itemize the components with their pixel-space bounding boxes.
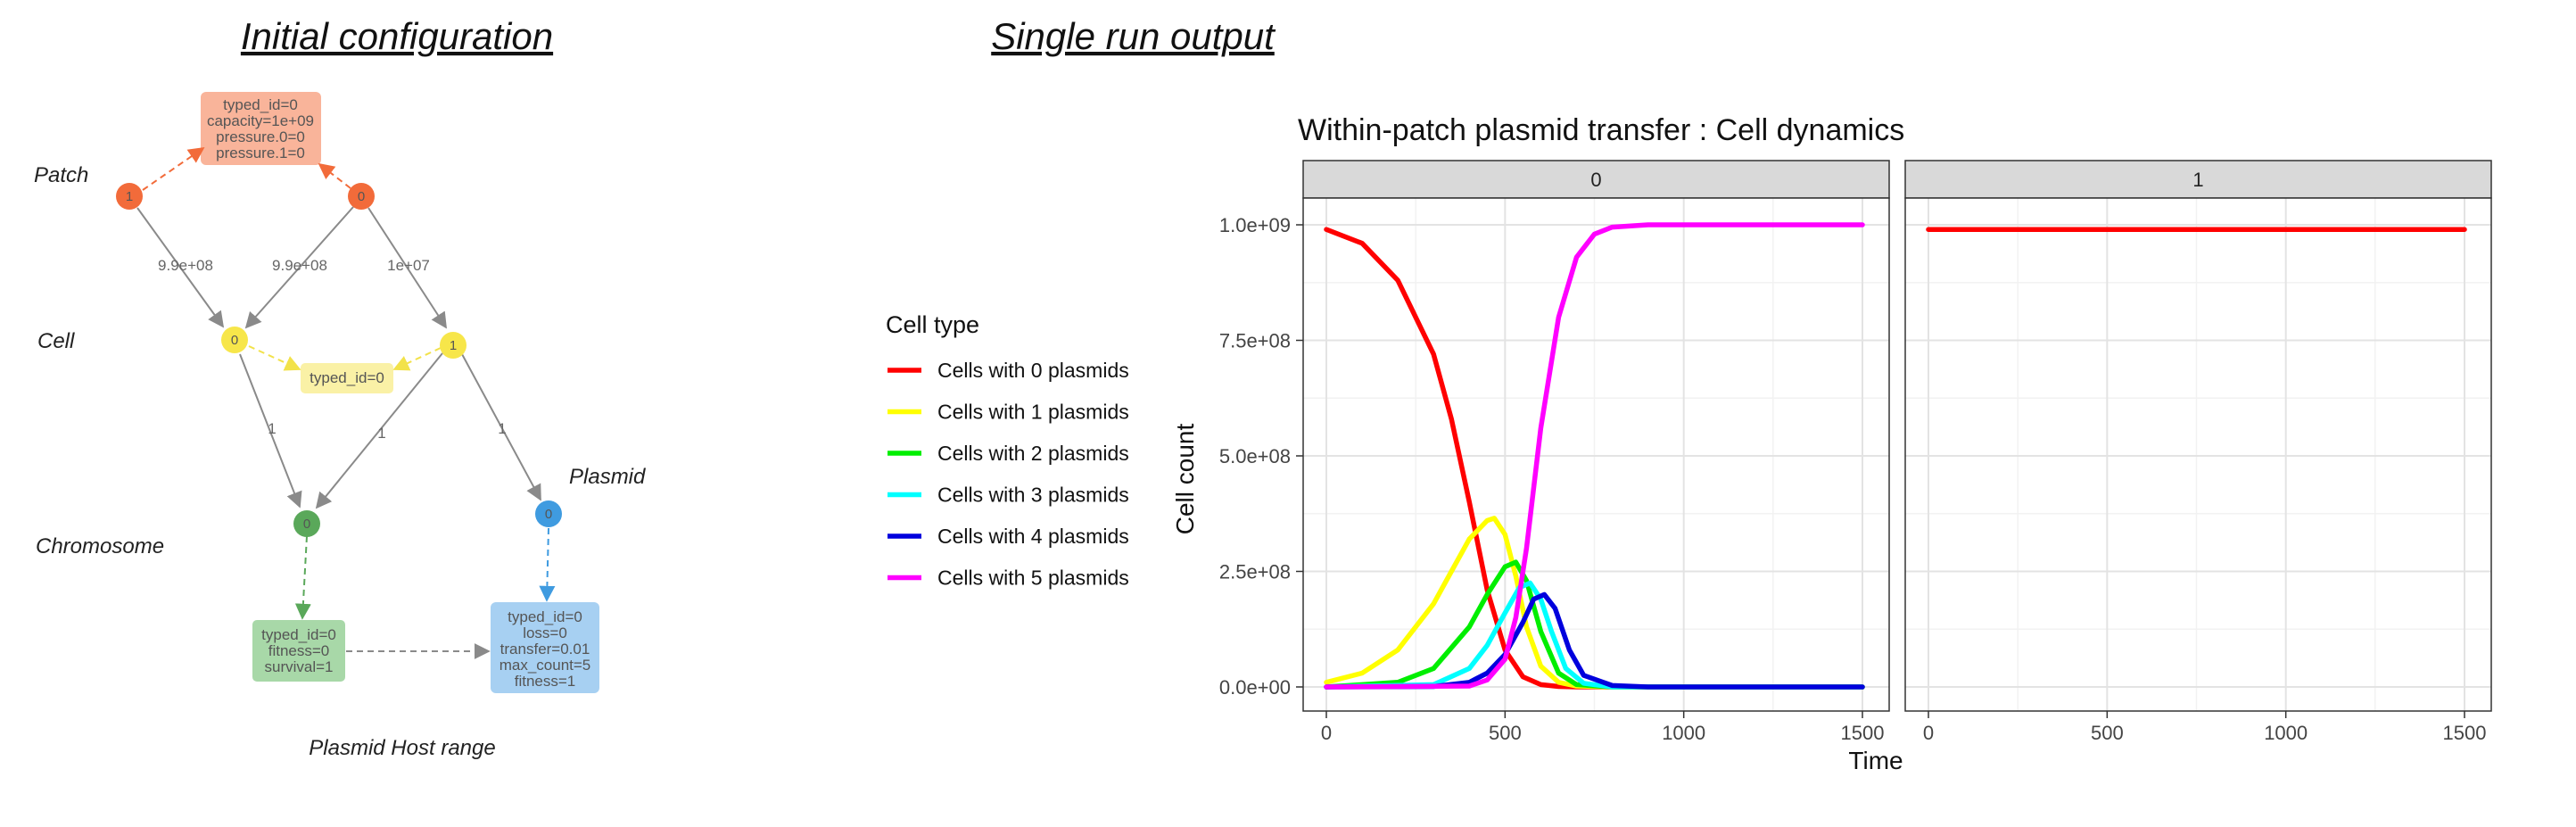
- x-tick-label: 1000: [1662, 722, 1705, 744]
- layer-label-cell: Cell: [37, 329, 75, 353]
- y-axis-title: Cell count: [1171, 424, 1199, 535]
- legend-item: Cells with 3 plasmids: [888, 484, 1129, 507]
- edge-cell0-to-cell-box: [248, 345, 301, 371]
- patch-type-box: typed_id=0 capacity=1e+09 pressure.0=0 p…: [201, 92, 321, 165]
- patch-node-0: 0: [348, 183, 375, 210]
- legend-label: Cells with 4 plasmids: [937, 525, 1129, 548]
- edge-label-p0-c0: 9.9e+08: [272, 257, 327, 274]
- plasmid-box-line-5: fitness=1: [515, 673, 576, 690]
- chromosome-type-box: typed_id=0 fitness=0 survival=1: [252, 620, 345, 682]
- y-tick-label: 5.0e+08: [1219, 445, 1291, 467]
- plasmid-node-0-label: 0: [545, 507, 552, 522]
- single-run-output-panel: Single run output Within-patch plasmid t…: [886, 15, 2492, 774]
- edge-label-c1-chr: 1: [377, 425, 385, 442]
- legend-item: Cells with 5 plasmids: [888, 566, 1129, 590]
- single-run-output-title: Single run output: [991, 15, 1276, 57]
- y-axis: 0.0e+00 2.5e+08 5.0e+08 7.5e+08 1.0e+09: [1219, 214, 1303, 699]
- cell-node-1: 1: [440, 332, 466, 359]
- plasmid-box-line-2: loss=0: [523, 624, 567, 641]
- facet-strip-label: 0: [1590, 169, 1601, 191]
- plasmid-type-box: typed_id=0 loss=0 transfer=0.01 max_coun…: [491, 602, 599, 693]
- host-range-caption: Plasmid Host range: [309, 736, 495, 760]
- plasmid-box-line-4: max_count=5: [500, 657, 591, 674]
- chromosome-box-line-1: typed_id=0: [261, 626, 336, 643]
- legend-item: Cells with 1 plasmids: [888, 401, 1129, 424]
- initial-configuration-title: Initial configuration: [241, 15, 553, 57]
- patch-node-1-label: 1: [126, 189, 133, 204]
- chromosome-box-line-3: survival=1: [264, 658, 333, 675]
- plot-border: [1302, 197, 1890, 712]
- edge-patch0-to-patch-box: [318, 162, 351, 189]
- legend-label: Cells with 5 plasmids: [937, 566, 1129, 590]
- patch-box-line-3: pressure.0=0: [216, 128, 305, 145]
- x-tick-label: 1500: [1841, 722, 1885, 744]
- layer-label-chromosome: Chromosome: [36, 534, 164, 558]
- edge-label-c1-pl: 1: [498, 420, 506, 437]
- patch-node-1: 1: [116, 183, 143, 210]
- chart-title: Within-patch plasmid transfer : Cell dyn…: [1298, 113, 1904, 147]
- chart-legend: Cell type Cells with 0 plasmids Cells wit…: [886, 311, 1129, 590]
- edge-patch0-to-cell1: [367, 207, 447, 329]
- chromosome-node-0-label: 0: [303, 517, 310, 532]
- plasmid-box-line-3: transfer=0.01: [500, 641, 590, 657]
- y-tick-label: 1.0e+09: [1219, 214, 1291, 236]
- edge-label-c0-chr: 1: [268, 420, 276, 437]
- edge-plasmid-to-box: [539, 527, 556, 602]
- x-tick-label: 0: [1923, 722, 1934, 744]
- layer-label-plasmid: Plasmid: [569, 465, 646, 489]
- cell-type-box: typed_id=0: [301, 363, 393, 393]
- y-tick-label: 2.5e+08: [1219, 561, 1291, 583]
- edge-patch0-to-cell0: [244, 206, 354, 329]
- x-tick-label: 1500: [2443, 722, 2487, 744]
- edge-patch1-to-patch-box: [142, 146, 205, 191]
- cell-box-line-1: typed_id=0: [310, 369, 384, 386]
- cell-node-0-label: 0: [231, 333, 238, 348]
- plot-background: [1905, 198, 2491, 711]
- edge-label-p1-c0: 9.9e+08: [158, 257, 213, 274]
- legend-item: Cells with 0 plasmids: [888, 359, 1129, 382]
- cell-node-0: 0: [221, 327, 248, 353]
- facet-strip-label: 1: [2192, 169, 2203, 191]
- edge-patch1-to-cell0: [136, 207, 225, 328]
- patch-node-0-label: 0: [358, 189, 365, 204]
- legend-label: Cells with 3 plasmids: [937, 484, 1129, 507]
- layer-label-patch: Patch: [34, 163, 88, 187]
- x-tick-label: 500: [1489, 722, 1522, 744]
- legend-title: Cell type: [886, 311, 979, 338]
- facet-panel-1: 1 0 500 1000 1500: [1904, 160, 2492, 744]
- patch-box-line-1: typed_id=0: [223, 96, 298, 113]
- chromosome-node-0: 0: [293, 510, 320, 537]
- legend-label: Cells with 0 plasmids: [937, 359, 1129, 382]
- initial-configuration-panel: Initial configuration Patch Cell Chromos…: [34, 15, 646, 760]
- legend-label: Cells with 2 plasmids: [937, 442, 1129, 465]
- edge-cell1-to-plasmid: [461, 353, 541, 501]
- cell-node-1-label: 1: [450, 338, 457, 353]
- legend-item: Cells with 2 plasmids: [888, 442, 1129, 465]
- patch-box-line-2: capacity=1e+09: [207, 112, 314, 129]
- edge-cell1-to-chromosome: [315, 352, 443, 509]
- x-axis-title: Time: [1848, 747, 1903, 774]
- facet-panel-0: 0 0 500 1000 1500: [1302, 160, 1890, 744]
- edge-label-p0-c1: 1e+07: [387, 257, 430, 274]
- x-tick-label: 500: [2091, 722, 2124, 744]
- plot-border: [1904, 197, 2492, 712]
- plasmid-box-line-1: typed_id=0: [508, 608, 582, 625]
- series-line-cells-with-4-plasmids: [1324, 591, 1865, 690]
- legend-label: Cells with 1 plasmids: [937, 401, 1129, 424]
- edge-chromosome-to-box: [294, 535, 311, 620]
- chart-facets: 0 0 500 1000 1500 1 0 500 1000 1500 0.0e+00 2.5e+08…: [1219, 160, 2492, 744]
- chromosome-box-line-2: fitness=0: [268, 642, 330, 659]
- edge-cell0-to-chromosome: [239, 353, 302, 509]
- plasmid-node-0: 0: [535, 500, 562, 527]
- y-tick-label: 0.0e+00: [1219, 676, 1291, 699]
- x-tick-label: 0: [1321, 722, 1332, 744]
- patch-box-line-4: pressure.1=0: [216, 145, 305, 161]
- x-tick-label: 1000: [2264, 722, 2308, 744]
- legend-item: Cells with 4 plasmids: [888, 525, 1129, 548]
- y-tick-label: 7.5e+08: [1219, 330, 1291, 352]
- edge-cell1-to-cell-box: [392, 347, 442, 371]
- series-line-cells-with-5-plasmids: [1324, 222, 1865, 690]
